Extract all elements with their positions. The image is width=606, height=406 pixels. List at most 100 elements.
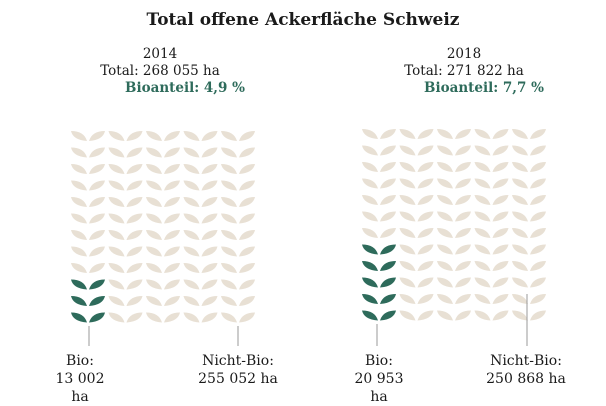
- nicht-bio-leaf-icon-2014-1-2: [108, 164, 143, 174]
- panel-2018-year: 2018: [446, 46, 482, 62]
- nicht-bio-leaf-icon-2018-2-7: [437, 244, 471, 255]
- nicht-bio-leaf-icon-2014-2-11: [146, 312, 180, 323]
- nicht-bio-leaf-icon-2014-3-1: [183, 147, 218, 158]
- bio-leaf-icon-2014-0-11: [71, 312, 105, 323]
- nicht-bio-leaf-icon-2018-2-5: [437, 211, 471, 222]
- nicht-bio-leaf-icon-2018-3-5: [474, 211, 509, 222]
- nicht-bio-leaf-icon-2014-0-8: [71, 263, 105, 273]
- nicht-bio-leaf-icon-2018-2-10: [437, 294, 471, 304]
- nicht-bio-leaf-icon-2014-2-7: [146, 246, 180, 257]
- nicht-bio-leaf-icon-2018-3-3: [474, 178, 509, 189]
- nicht-bio-leaf-icon-2014-3-7: [183, 246, 218, 257]
- nicht-bio-leaf-icon-2014-2-10: [146, 296, 180, 306]
- nicht-bio-leaf-icon-2018-0-6: [362, 228, 396, 238]
- nicht-bio-leaf-icon-2014-2-1: [146, 147, 180, 158]
- nicht-bio-leaf-icon-2018-0-4: [362, 195, 396, 205]
- nicht-bio-leaf-icon-2018-0-2: [362, 162, 396, 172]
- panel-2014-header: 2014 Total: 268 055 ha Bioanteil: 4,9 %: [60, 46, 260, 97]
- panel-2018-header: 2018 Total: 271 822 ha Bioanteil: 7,7 %: [364, 46, 564, 97]
- panel-2018-bio-value: 20 953 ha: [354, 371, 404, 405]
- nicht-bio-leaf-icon-2018-3-9: [474, 277, 509, 288]
- panel-2018-total: Total: 271 822 ha: [404, 63, 524, 79]
- nicht-bio-leaf-icon-2014-3-8: [183, 263, 218, 273]
- nicht-bio-leaf-icon-2018-4-7: [512, 244, 546, 255]
- nicht-bio-leaf-icon-2014-4-9: [221, 279, 255, 290]
- nicht-bio-leaf-icon-2018-4-9: [512, 277, 546, 288]
- bio-leaf-icon-2018-0-9: [362, 277, 396, 288]
- nicht-bio-leaf-icon-2018-1-11: [399, 310, 434, 321]
- nicht-bio-leaf-icon-2014-3-0: [183, 131, 218, 141]
- nicht-bio-leaf-icon-2014-4-11: [221, 312, 255, 323]
- nicht-bio-leaf-icon-2018-4-0: [512, 129, 546, 139]
- nicht-bio-leaf-icon-2018-2-1: [437, 145, 471, 156]
- nicht-bio-leaf-icon-2018-1-4: [399, 195, 434, 205]
- nicht-bio-leaf-icon-2014-3-2: [183, 164, 218, 174]
- nicht-bio-leaf-icon-2018-3-8: [474, 261, 509, 271]
- bio-leaf-icon-2018-0-10: [362, 294, 396, 304]
- nicht-bio-leaf-icon-2014-1-5: [108, 213, 143, 224]
- nicht-bio-leaf-icon-2018-0-1: [362, 145, 396, 156]
- nicht-bio-leaf-icon-2014-3-5: [183, 213, 218, 224]
- nicht-bio-leaf-icon-2014-2-2: [146, 164, 180, 174]
- nicht-bio-leaf-icon-2018-2-3: [437, 178, 471, 189]
- nicht-bio-leaf-icon-2018-4-8: [512, 261, 546, 271]
- nicht-bio-leaf-icon-2018-0-5: [362, 211, 396, 222]
- nicht-bio-leaf-icon-2014-3-11: [183, 312, 218, 323]
- nicht-bio-leaf-icon-2018-1-0: [399, 129, 434, 139]
- nicht-bio-leaf-icon-2014-1-4: [108, 197, 143, 207]
- bio-leaf-icon-2018-0-11: [362, 310, 396, 321]
- panel-2014-nichtbio-name: Nicht-Bio:: [202, 353, 274, 369]
- nicht-bio-leaf-icon-2014-3-9: [183, 279, 218, 290]
- nicht-bio-leaf-icon-2014-1-3: [108, 180, 143, 191]
- nicht-bio-leaf-icon-2014-2-5: [146, 213, 180, 224]
- panel-2018-nichtbio-value: 250 868 ha: [486, 371, 566, 387]
- nicht-bio-leaf-icon-2018-3-11: [474, 310, 509, 321]
- panel-2014-nichtbio-value: 255 052 ha: [198, 371, 278, 387]
- panel-2014-share: Bioanteil: 4,9 %: [125, 80, 245, 96]
- panel-2014-year: 2014: [142, 46, 178, 62]
- panel-2018-bio-label: Bio: 20 953 ha: [344, 352, 414, 406]
- nicht-bio-leaf-icon-2018-2-0: [437, 129, 471, 139]
- nicht-bio-leaf-icon-2014-1-0: [108, 131, 143, 141]
- nicht-bio-leaf-icon-2018-3-1: [474, 145, 509, 156]
- nicht-bio-leaf-icon-2018-4-10: [512, 294, 546, 304]
- nicht-bio-leaf-icon-2018-4-4: [512, 195, 546, 205]
- nicht-bio-leaf-icon-2018-3-0: [474, 129, 509, 139]
- nicht-bio-leaf-icon-2018-1-8: [399, 261, 434, 271]
- nicht-bio-leaf-icon-2014-2-9: [146, 279, 180, 290]
- nicht-bio-leaf-icon-2018-3-6: [474, 228, 509, 238]
- nicht-bio-leaf-icon-2018-1-6: [399, 228, 434, 238]
- nicht-bio-leaf-icon-2014-0-5: [71, 213, 105, 224]
- nicht-bio-leaf-icon-2014-1-7: [108, 246, 143, 257]
- nicht-bio-leaf-icon-2014-3-3: [183, 180, 218, 191]
- nicht-bio-leaf-icon-2018-1-5: [399, 211, 434, 222]
- nicht-bio-leaf-icon-2018-2-8: [437, 261, 471, 271]
- nicht-bio-leaf-icon-2018-2-11: [437, 310, 471, 321]
- nicht-bio-leaf-icon-2018-3-2: [474, 162, 509, 172]
- nicht-bio-leaf-icon-2014-1-8: [108, 263, 143, 273]
- bio-leaf-icon-2018-0-7: [362, 244, 396, 255]
- nicht-bio-leaf-icon-2014-2-8: [146, 263, 180, 273]
- nicht-bio-leaf-icon-2014-4-4: [221, 197, 255, 207]
- nicht-bio-leaf-icon-2014-1-11: [108, 312, 143, 323]
- nicht-bio-leaf-icon-2018-3-4: [474, 195, 509, 205]
- nicht-bio-leaf-icon-2018-0-3: [362, 178, 396, 189]
- nicht-bio-leaf-icon-2018-2-9: [437, 277, 471, 288]
- nicht-bio-leaf-icon-2014-0-1: [71, 147, 105, 158]
- panel-2018-share: Bioanteil: 7,7 %: [424, 80, 544, 96]
- nicht-bio-leaf-icon-2014-1-1: [108, 147, 143, 158]
- nicht-bio-leaf-icon-2014-0-4: [71, 197, 105, 207]
- nicht-bio-leaf-icon-2018-1-10: [399, 294, 434, 304]
- panel-2018-bio-name: Bio:: [365, 353, 393, 369]
- bio-leaf-icon-2014-0-10: [71, 296, 105, 306]
- nicht-bio-leaf-icon-2018-4-1: [512, 145, 546, 156]
- nicht-bio-leaf-icon-2014-2-0: [146, 131, 180, 141]
- bio-leaf-icon-2014-0-9: [71, 279, 105, 290]
- panel-2018-nichtbio-label: Nicht-Bio: 250 868 ha: [476, 352, 576, 388]
- nicht-bio-leaf-icon-2014-4-6: [221, 230, 255, 240]
- nicht-bio-leaf-icon-2018-4-5: [512, 211, 546, 222]
- nicht-bio-leaf-icon-2018-2-6: [437, 228, 471, 238]
- nicht-bio-leaf-icon-2014-0-3: [71, 180, 105, 191]
- nicht-bio-leaf-icon-2018-4-3: [512, 178, 546, 189]
- nicht-bio-leaf-icon-2014-4-1: [221, 147, 255, 158]
